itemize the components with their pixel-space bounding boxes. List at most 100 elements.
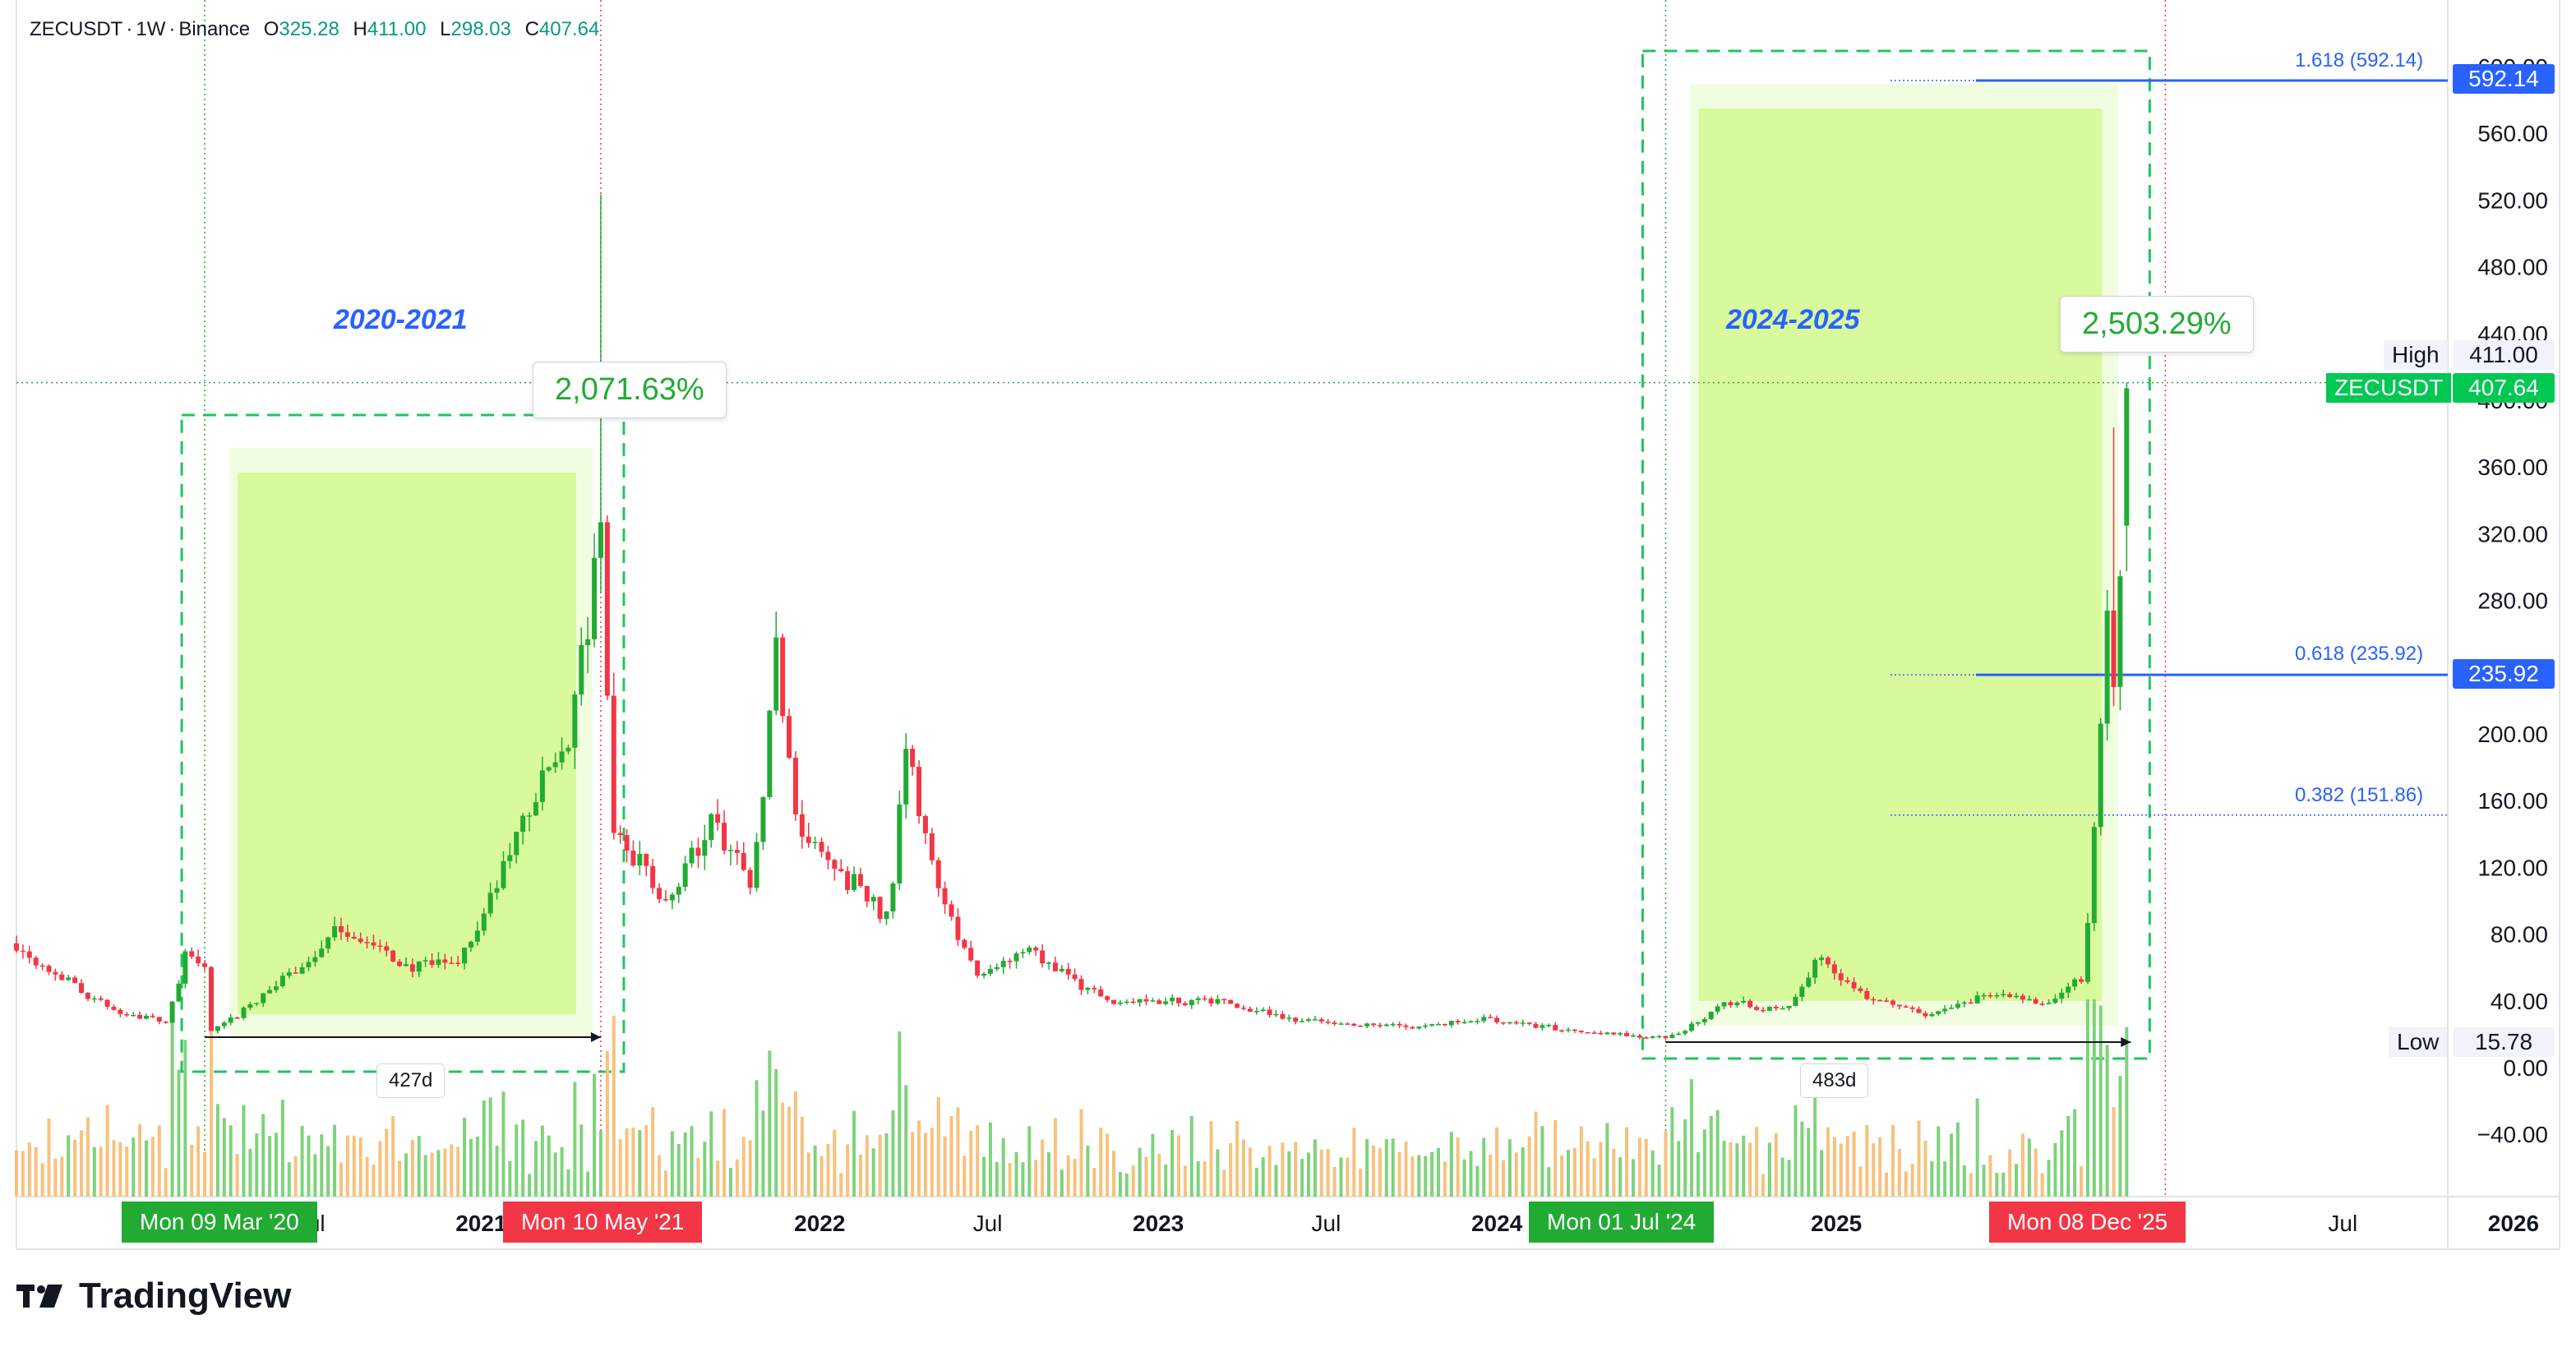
candle-body [208,966,214,1031]
candle-body [1202,998,1207,1000]
candle-body [1877,999,1883,1002]
volume-bar [917,1120,921,1197]
candle-body [2091,827,2097,924]
candle-body [1929,1013,1935,1017]
volume-bar [1034,1160,1038,1197]
tradingview-logo[interactable]: TradingView [16,1275,291,1317]
volume-bar [826,1143,830,1197]
candle-body [1708,1012,1714,1019]
candle-body [604,522,610,696]
candle-body [552,762,558,768]
gain-box-2024-2025[interactable]: 2,503.29% [2060,296,2254,353]
volume-bar [1287,1151,1291,1197]
high-price-tag: 411.00 [2453,340,2555,370]
candle-body [1130,1001,1136,1003]
era-label-2020-2021: 2020-2021 [334,304,468,335]
candle-body [449,962,455,964]
candle-body [364,942,370,943]
volume-bar [1534,1111,1538,1197]
volume-bar [1254,1167,1258,1197]
volume-bar [755,1080,759,1197]
candle-body [799,814,805,837]
volume-bar [1755,1127,1759,1197]
candle-body [1884,1000,1890,1002]
volume-bar [1170,1130,1175,1197]
gain-box-2020-2021[interactable]: 2,071.63% [533,362,727,418]
volume-bar [1332,1167,1336,1197]
volume-bar [1865,1124,1869,1197]
candle-body [1195,998,1201,1000]
volume-bar [92,1146,96,1197]
candle-body [702,840,708,856]
volume-bar [1397,1151,1401,1197]
candle-body [1351,1023,1357,1026]
volume-bar [345,1135,349,1197]
candle-body [630,851,636,866]
duration-box-2020-2021: 427d [376,1063,445,1098]
volume-bar [1696,1151,1700,1197]
volume-bar [177,1069,181,1197]
volume-bar [1982,1165,1986,1197]
volume-bar [2092,999,2096,1197]
volume-bar [469,1138,473,1197]
volume-bar [1599,1142,1603,1197]
volume-bar [1820,1150,1824,1197]
volume-bar [560,1146,564,1197]
volume-bar [73,1139,77,1197]
candle-body [1611,1032,1617,1035]
volume-bar [1359,1168,1363,1197]
volume-bar [352,1135,356,1197]
volume-bar [488,1097,492,1197]
volume-bar [112,1140,116,1197]
candle-body [299,966,305,974]
interval[interactable]: 1W [136,18,166,40]
volume-bar [2015,1164,2019,1197]
candle-body [1760,1009,1766,1012]
candle-body [2104,610,2110,724]
volume-bar [1281,1142,1285,1197]
volume-bar [326,1146,330,1197]
candle-body [2046,1003,2052,1004]
volume-bar [871,1148,875,1197]
volume-bar [436,1150,441,1197]
candle-body [812,842,818,843]
symbol-legend: ZECUSDT · 1W · Binance O325.28 H411.00 L298.… [30,18,600,40]
candle-body [572,694,578,748]
candle-body [409,964,415,972]
candle-body [1435,1023,1441,1026]
volume-bar [728,1167,732,1197]
candle-body [189,951,195,957]
volume-bar [190,1144,194,1197]
time-tick-label: 2026 [2488,1211,2539,1236]
candle-body [1747,1000,1753,1008]
candle-body [1526,1022,1532,1024]
candle-body [1618,1032,1623,1035]
volume-bar [105,1105,109,1197]
volume-bar [781,1102,785,1197]
volume-bar [703,1142,707,1197]
volume-bar [1780,1157,1784,1197]
volume-bar [605,1050,609,1197]
volume-bar [579,1124,584,1197]
volume-bar [949,1115,953,1197]
volume-bar [1489,1155,1493,1197]
candle-body [1488,1017,1493,1018]
volume-bar [982,1156,986,1197]
volume-bar [813,1145,817,1197]
candle-body [527,815,533,817]
volume-bar [858,1154,862,1197]
candle-body [1267,1009,1272,1015]
volume-bar [1664,1131,1668,1197]
candle-body [1669,1034,1675,1039]
candle-body [1293,1017,1299,1022]
candle-body [1565,1029,1571,1031]
volume-bar [1904,1171,1908,1197]
date-tag-start-2024: Mon 01 Jul '24 [1529,1202,1715,1243]
close-label: C [524,18,539,40]
candle-body [754,842,759,888]
volume-bar [196,1126,201,1197]
symbol-name[interactable]: ZECUSDT [30,18,123,40]
volume-bar [1579,1126,1583,1197]
